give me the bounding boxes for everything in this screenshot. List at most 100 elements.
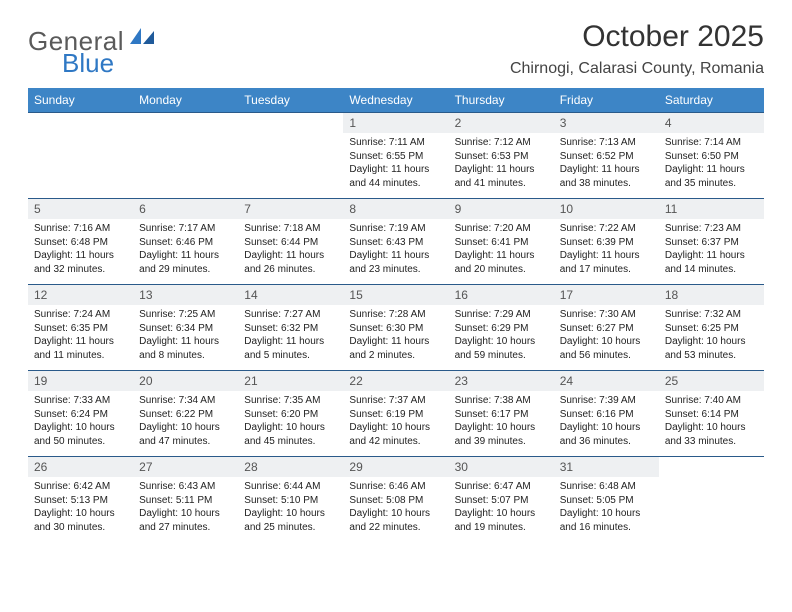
day-number: 7	[238, 199, 343, 219]
calendar-week-row: 12Sunrise: 7:24 AMSunset: 6:35 PMDayligh…	[28, 285, 764, 371]
daylight-line: Daylight: 11 hours and 11 minutes.	[34, 335, 127, 362]
sunrise-line: Sunrise: 6:42 AM	[34, 480, 127, 494]
day-number: 29	[343, 457, 448, 477]
day-header: Sunday	[28, 88, 133, 113]
day-details: Sunrise: 7:19 AMSunset: 6:43 PMDaylight:…	[343, 219, 448, 280]
daylight-line: Daylight: 11 hours and 8 minutes.	[139, 335, 232, 362]
sunrise-line: Sunrise: 7:40 AM	[665, 394, 758, 408]
calendar-cell: 30Sunrise: 6:47 AMSunset: 5:07 PMDayligh…	[449, 457, 554, 543]
sunrise-line: Sunrise: 7:20 AM	[455, 222, 548, 236]
sunrise-line: Sunrise: 7:18 AM	[244, 222, 337, 236]
sunrise-line: Sunrise: 6:43 AM	[139, 480, 232, 494]
sunset-line: Sunset: 6:44 PM	[244, 236, 337, 250]
calendar-cell: 17Sunrise: 7:30 AMSunset: 6:27 PMDayligh…	[554, 285, 659, 371]
day-number: 18	[659, 285, 764, 305]
calendar-cell: 11Sunrise: 7:23 AMSunset: 6:37 PMDayligh…	[659, 199, 764, 285]
daylight-line: Daylight: 10 hours and 45 minutes.	[244, 421, 337, 448]
daylight-line: Daylight: 11 hours and 29 minutes.	[139, 249, 232, 276]
day-details: Sunrise: 7:32 AMSunset: 6:25 PMDaylight:…	[659, 305, 764, 366]
sunrise-line: Sunrise: 7:32 AM	[665, 308, 758, 322]
sunrise-line: Sunrise: 7:19 AM	[349, 222, 442, 236]
day-number: 4	[659, 113, 764, 133]
calendar-table: Sunday Monday Tuesday Wednesday Thursday…	[28, 88, 764, 543]
sunset-line: Sunset: 6:43 PM	[349, 236, 442, 250]
day-number: 1	[343, 113, 448, 133]
daylight-line: Daylight: 11 hours and 26 minutes.	[244, 249, 337, 276]
day-header: Thursday	[449, 88, 554, 113]
day-number: 23	[449, 371, 554, 391]
daylight-line: Daylight: 11 hours and 20 minutes.	[455, 249, 548, 276]
daylight-line: Daylight: 10 hours and 59 minutes.	[455, 335, 548, 362]
day-details: Sunrise: 7:35 AMSunset: 6:20 PMDaylight:…	[238, 391, 343, 452]
sunrise-line: Sunrise: 7:25 AM	[139, 308, 232, 322]
day-number: 27	[133, 457, 238, 477]
day-details: Sunrise: 7:18 AMSunset: 6:44 PMDaylight:…	[238, 219, 343, 280]
daylight-line: Daylight: 11 hours and 35 minutes.	[665, 163, 758, 190]
sunset-line: Sunset: 6:55 PM	[349, 150, 442, 164]
calendar-cell: 25Sunrise: 7:40 AMSunset: 6:14 PMDayligh…	[659, 371, 764, 457]
sunset-line: Sunset: 6:39 PM	[560, 236, 653, 250]
daylight-line: Daylight: 10 hours and 33 minutes.	[665, 421, 758, 448]
sunrise-line: Sunrise: 7:28 AM	[349, 308, 442, 322]
daylight-line: Daylight: 10 hours and 53 minutes.	[665, 335, 758, 362]
calendar-cell: 4Sunrise: 7:14 AMSunset: 6:50 PMDaylight…	[659, 113, 764, 199]
calendar-week-row: 1Sunrise: 7:11 AMSunset: 6:55 PMDaylight…	[28, 113, 764, 199]
calendar-cell: 22Sunrise: 7:37 AMSunset: 6:19 PMDayligh…	[343, 371, 448, 457]
day-number: 5	[28, 199, 133, 219]
calendar-cell: 15Sunrise: 7:28 AMSunset: 6:30 PMDayligh…	[343, 285, 448, 371]
calendar-cell: 24Sunrise: 7:39 AMSunset: 6:16 PMDayligh…	[554, 371, 659, 457]
daylight-line: Daylight: 10 hours and 22 minutes.	[349, 507, 442, 534]
sunset-line: Sunset: 6:17 PM	[455, 408, 548, 422]
sunset-line: Sunset: 6:37 PM	[665, 236, 758, 250]
daylight-line: Daylight: 11 hours and 14 minutes.	[665, 249, 758, 276]
day-details: Sunrise: 6:48 AMSunset: 5:05 PMDaylight:…	[554, 477, 659, 538]
sunrise-line: Sunrise: 7:38 AM	[455, 394, 548, 408]
day-details: Sunrise: 7:16 AMSunset: 6:48 PMDaylight:…	[28, 219, 133, 280]
sunset-line: Sunset: 6:50 PM	[665, 150, 758, 164]
sunrise-line: Sunrise: 7:29 AM	[455, 308, 548, 322]
day-number: 15	[343, 285, 448, 305]
day-details: Sunrise: 7:23 AMSunset: 6:37 PMDaylight:…	[659, 219, 764, 280]
daylight-line: Daylight: 10 hours and 50 minutes.	[34, 421, 127, 448]
calendar-cell: 29Sunrise: 6:46 AMSunset: 5:08 PMDayligh…	[343, 457, 448, 543]
sunset-line: Sunset: 6:14 PM	[665, 408, 758, 422]
calendar-cell: 7Sunrise: 7:18 AMSunset: 6:44 PMDaylight…	[238, 199, 343, 285]
sunrise-line: Sunrise: 7:39 AM	[560, 394, 653, 408]
sunrise-line: Sunrise: 7:27 AM	[244, 308, 337, 322]
calendar-cell: 21Sunrise: 7:35 AMSunset: 6:20 PMDayligh…	[238, 371, 343, 457]
sunrise-line: Sunrise: 7:37 AM	[349, 394, 442, 408]
sunrise-line: Sunrise: 7:13 AM	[560, 136, 653, 150]
day-details: Sunrise: 7:12 AMSunset: 6:53 PMDaylight:…	[449, 133, 554, 194]
day-details: Sunrise: 6:42 AMSunset: 5:13 PMDaylight:…	[28, 477, 133, 538]
sunset-line: Sunset: 6:27 PM	[560, 322, 653, 336]
sunset-line: Sunset: 6:34 PM	[139, 322, 232, 336]
title-block: October 2025 Chirnogi, Calarasi County, …	[510, 20, 764, 78]
calendar-week-row: 19Sunrise: 7:33 AMSunset: 6:24 PMDayligh…	[28, 371, 764, 457]
day-number: 24	[554, 371, 659, 391]
day-details: Sunrise: 7:20 AMSunset: 6:41 PMDaylight:…	[449, 219, 554, 280]
sunset-line: Sunset: 6:16 PM	[560, 408, 653, 422]
daylight-line: Daylight: 11 hours and 5 minutes.	[244, 335, 337, 362]
day-details: Sunrise: 7:11 AMSunset: 6:55 PMDaylight:…	[343, 133, 448, 194]
calendar-cell: 20Sunrise: 7:34 AMSunset: 6:22 PMDayligh…	[133, 371, 238, 457]
day-number: 9	[449, 199, 554, 219]
day-details: Sunrise: 7:14 AMSunset: 6:50 PMDaylight:…	[659, 133, 764, 194]
day-details: Sunrise: 7:34 AMSunset: 6:22 PMDaylight:…	[133, 391, 238, 452]
sunrise-line: Sunrise: 7:30 AM	[560, 308, 653, 322]
calendar-cell: 28Sunrise: 6:44 AMSunset: 5:10 PMDayligh…	[238, 457, 343, 543]
sunrise-line: Sunrise: 7:11 AM	[349, 136, 442, 150]
sunset-line: Sunset: 6:41 PM	[455, 236, 548, 250]
day-number: 21	[238, 371, 343, 391]
day-number: 3	[554, 113, 659, 133]
sunset-line: Sunset: 5:08 PM	[349, 494, 442, 508]
day-number: 26	[28, 457, 133, 477]
daylight-line: Daylight: 10 hours and 56 minutes.	[560, 335, 653, 362]
location-text: Chirnogi, Calarasi County, Romania	[510, 60, 764, 78]
calendar-cell: 19Sunrise: 7:33 AMSunset: 6:24 PMDayligh…	[28, 371, 133, 457]
calendar-cell	[28, 113, 133, 199]
calendar-cell: 9Sunrise: 7:20 AMSunset: 6:41 PMDaylight…	[449, 199, 554, 285]
sunrise-line: Sunrise: 7:22 AM	[560, 222, 653, 236]
day-number: 2	[449, 113, 554, 133]
daylight-line: Daylight: 10 hours and 39 minutes.	[455, 421, 548, 448]
calendar-week-row: 26Sunrise: 6:42 AMSunset: 5:13 PMDayligh…	[28, 457, 764, 543]
